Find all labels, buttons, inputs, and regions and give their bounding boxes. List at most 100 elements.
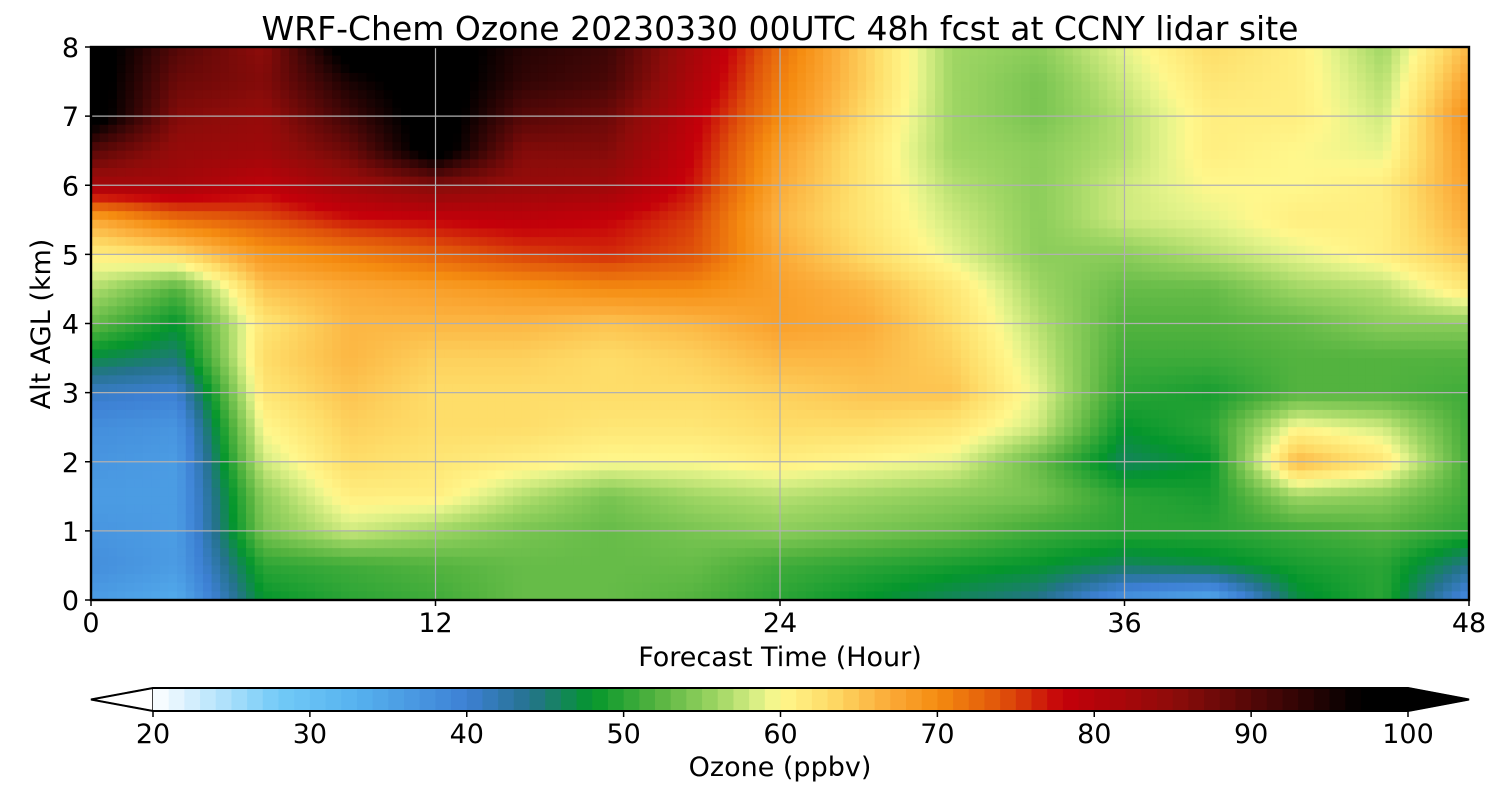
heat-cell (1029, 107, 1039, 117)
heat-cell (461, 263, 471, 273)
heat-cell (409, 55, 419, 65)
heat-cell (280, 142, 290, 152)
heat-cell (495, 72, 505, 83)
heat-cell (487, 90, 497, 100)
heat-cell (1029, 245, 1039, 255)
heat-cell (1305, 47, 1315, 57)
heat-cell (719, 228, 729, 238)
heat-cell (900, 228, 910, 238)
heat-cell (745, 245, 755, 255)
heat-cell (246, 47, 256, 57)
heat-cell (607, 245, 617, 255)
heat-cell (797, 271, 807, 281)
heat-cell (624, 185, 635, 195)
heat-cell (624, 271, 635, 281)
heat-cell (289, 176, 299, 186)
heat-cell (547, 64, 557, 74)
heat-cell (159, 176, 170, 186)
heat-cell (1451, 193, 1461, 204)
heat-cell (134, 271, 144, 281)
heat-cell (1133, 150, 1143, 160)
heat-cell (1029, 211, 1039, 221)
heat-cell (857, 202, 867, 212)
heat-cell (780, 211, 790, 221)
heat-cell (762, 306, 772, 316)
heat-cell (564, 47, 574, 57)
heat-cell (487, 142, 497, 152)
heat-cell (573, 219, 583, 230)
heat-cell (461, 55, 471, 65)
heat-cell (1176, 107, 1186, 117)
heat-cell (1339, 185, 1350, 195)
heat-cell (1279, 55, 1289, 65)
heat-cell (650, 228, 661, 238)
heat-cell (409, 237, 419, 247)
heat-cell (314, 202, 325, 212)
heat-cell (1451, 64, 1461, 74)
heat-cell (306, 167, 316, 178)
heat-cell (383, 98, 394, 109)
heat-cell (1339, 72, 1350, 83)
heat-cell (624, 288, 635, 299)
heat-cell (254, 124, 264, 135)
heat-cell (917, 150, 928, 160)
heat-cell (1029, 202, 1039, 212)
heat-cell (202, 314, 213, 325)
heat-cell (891, 202, 902, 212)
heat-cell (754, 202, 764, 212)
heat-cell (1365, 193, 1375, 204)
heat-cell (1322, 245, 1332, 255)
heat-cell (762, 90, 772, 100)
heat-cell (624, 193, 635, 204)
heat-cell (168, 211, 178, 221)
heat-cell (607, 107, 617, 117)
heat-cell (142, 271, 152, 281)
heat-cell (1262, 306, 1272, 316)
heat-cell (1176, 72, 1186, 83)
heat-cell (254, 90, 264, 100)
heat-cell (986, 280, 996, 290)
heat-cell (745, 64, 755, 74)
heat-cell (564, 185, 574, 195)
heat-cell (1046, 81, 1057, 91)
heat-cell (1296, 185, 1306, 195)
heat-cell (1253, 47, 1263, 57)
heat-cell (1072, 116, 1083, 126)
heat-cell (607, 98, 617, 109)
heat-cell (1434, 81, 1444, 91)
heat-cell (848, 47, 859, 57)
heat-cell (461, 280, 471, 290)
heat-cell (659, 288, 669, 299)
heat-cell (745, 167, 755, 178)
heat-cell (857, 98, 867, 109)
heat-cell (599, 288, 609, 299)
heat-cell (719, 271, 729, 281)
heat-cell (702, 193, 712, 204)
heat-cell (693, 254, 704, 264)
heat-cell (91, 81, 101, 91)
heat-cell (590, 280, 600, 290)
heat-cell (762, 193, 772, 204)
heat-cell (642, 72, 652, 83)
heat-cell (1090, 211, 1100, 221)
heat-cell (616, 202, 626, 212)
heat-cell (418, 124, 428, 135)
heat-cell (780, 116, 790, 126)
heat-cell (91, 142, 101, 152)
heat-cell (1090, 159, 1100, 169)
heat-cell (1443, 116, 1453, 126)
heat-cell (323, 245, 333, 255)
heat-cell (952, 142, 962, 152)
heat-cell (469, 280, 480, 290)
heat-cell (478, 254, 488, 264)
heat-cell (633, 47, 643, 57)
heat-cell (125, 280, 135, 290)
heat-cell (271, 254, 282, 264)
heat-cell (874, 133, 884, 143)
heat-cell (99, 55, 109, 65)
heat-cell (978, 64, 988, 74)
heat-cell (349, 271, 359, 281)
heat-cell (513, 219, 523, 230)
heat-cell (668, 116, 678, 126)
heat-cell (202, 81, 213, 91)
